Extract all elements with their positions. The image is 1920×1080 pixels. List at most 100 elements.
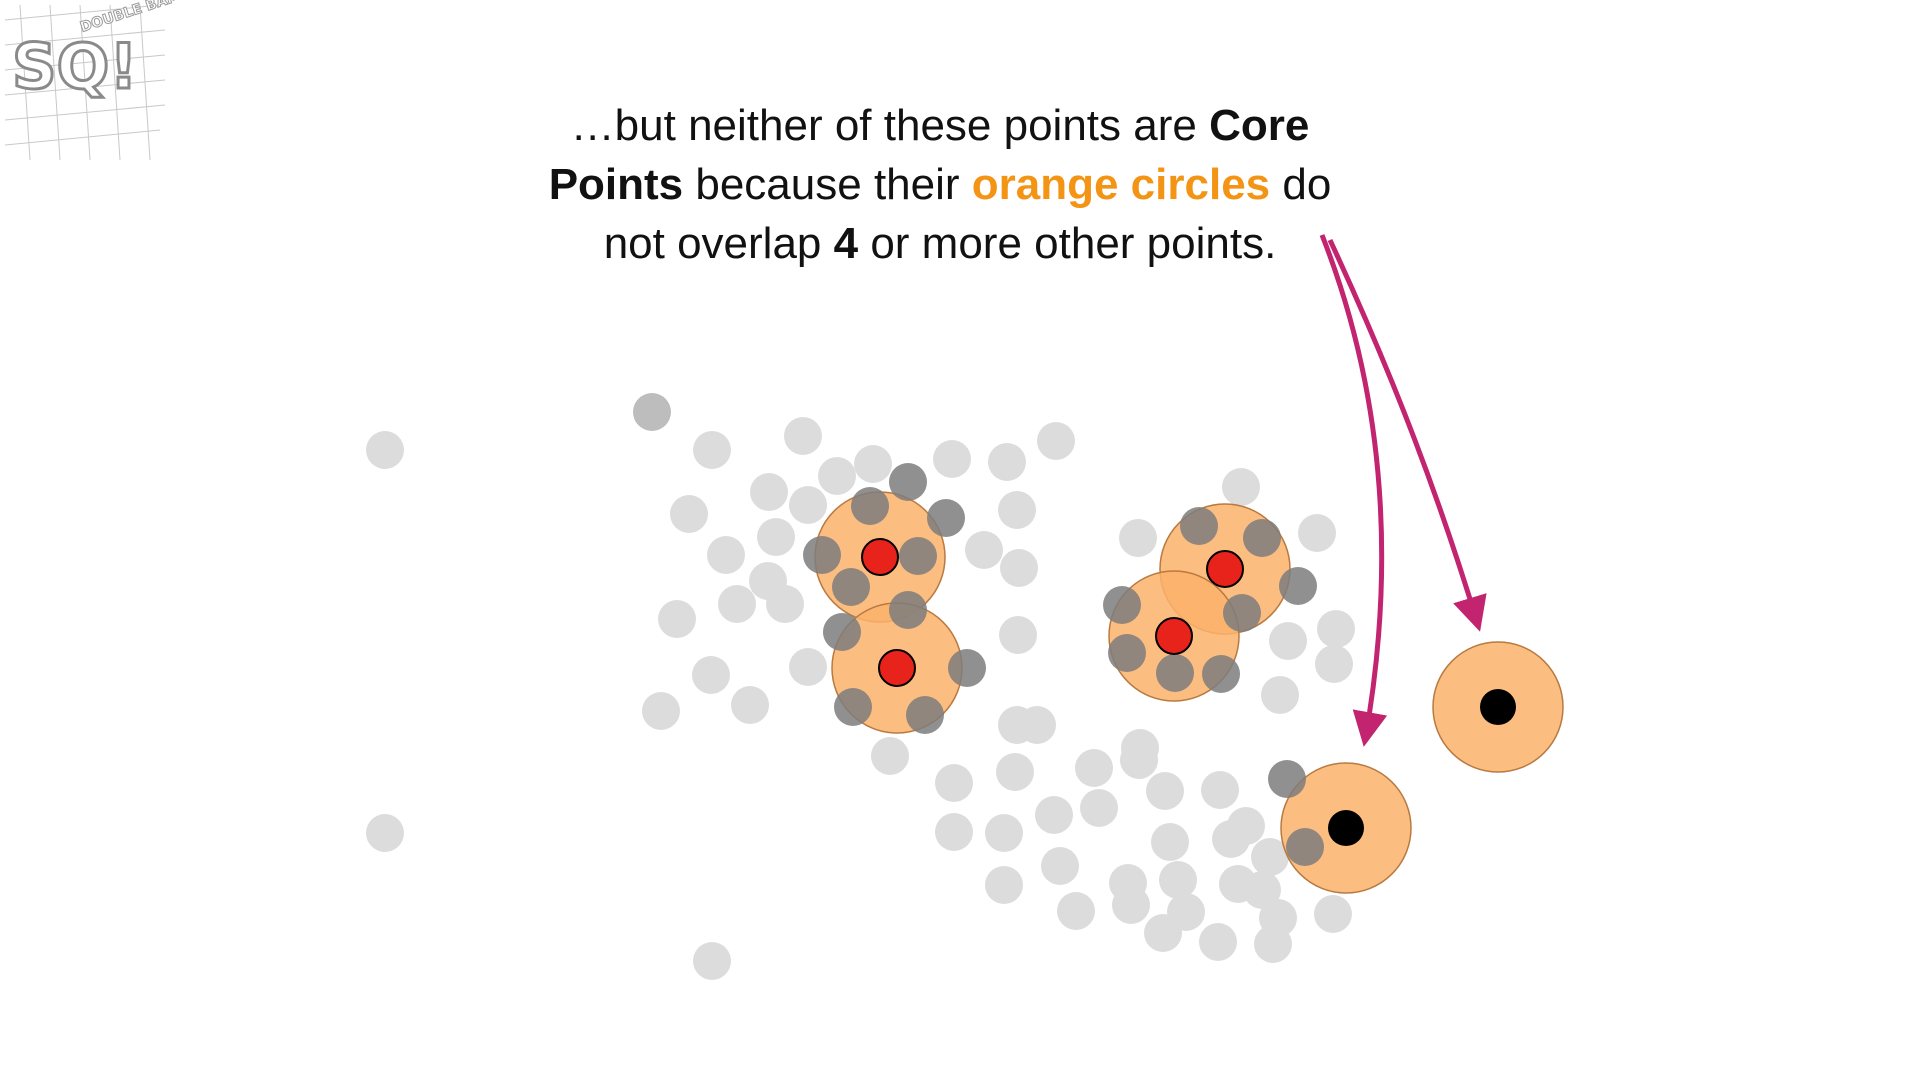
noise-candidate-point [757,518,795,556]
noise-candidate-point [1112,886,1150,924]
neighbor-point [832,568,870,606]
core-point [1155,617,1193,655]
neighbor-point [906,696,944,734]
neighbor-point [1279,567,1317,605]
noise-candidate-point [693,431,731,469]
noise-candidate-point [707,536,745,574]
logo-letters: SQ! [12,30,138,103]
noise-candidate-point [750,473,788,511]
noise-candidate-point [1119,519,1157,557]
noise-candidate-point [1037,422,1075,460]
neighbor-point [1103,586,1141,624]
noise-candidate-point [985,814,1023,852]
noise-candidate-point [1315,645,1353,683]
core-point [861,538,899,576]
noise-candidate-point [1269,622,1307,660]
neighbor-point [1223,594,1261,632]
noise-candidate-point [1018,706,1056,744]
noise-candidate-point [933,440,971,478]
noise-candidate-point [988,443,1026,481]
neighbor-point [1156,654,1194,692]
caption-text: not overlap [603,219,834,268]
noise-candidate-point [1075,749,1113,787]
caption-number-bold: 4 [833,219,859,268]
neighbor-point [1243,519,1281,557]
noise-candidate-point [1080,789,1118,827]
caption-points-bold: Points [548,160,684,209]
arrow-to-right-point [1327,238,1487,632]
caption-text: …but neither of these points are [570,101,1210,150]
caption-orange-circles: orange circles [971,160,1271,209]
neighbor-point [899,537,937,575]
non-core-point [1480,689,1516,725]
noise-candidate-point [985,866,1023,904]
caption-line-2: Points because their orange circles do [440,155,1440,214]
core-point [878,649,916,687]
noise-candidate-point [784,417,822,455]
core-point [1206,550,1244,588]
noise-candidate-point [996,753,1034,791]
caption-line-3: not overlap 4 or more other points. [440,214,1440,273]
noise-candidate-point [1314,895,1352,933]
noise-candidate-point [854,445,892,483]
noise-candidate-point [731,686,769,724]
neighbor-point [823,613,861,651]
noise-candidate-point [965,531,1003,569]
noise-candidate-point [789,486,827,524]
noise-candidate-point [1041,847,1079,885]
neighbor-point [834,688,872,726]
noise-candidate-point [1057,892,1095,930]
noise-candidate-point [670,495,708,533]
neighbor-point [1268,760,1306,798]
noise-candidate-point [1298,514,1336,552]
noise-candidate-point [871,737,909,775]
noise-candidate-point [1120,741,1158,779]
noise-candidate-point [693,942,731,980]
noise-candidate-point [718,585,756,623]
dark-points-layer [803,463,1324,866]
neighbor-point [1180,507,1218,545]
neighbor-point [1202,655,1240,693]
noise-candidate-point [1227,807,1265,845]
noise-candidate-point [935,764,973,802]
noise-candidate-point [1261,676,1299,714]
noise-candidate-point [999,616,1037,654]
neighbor-point [1286,828,1324,866]
noise-candidate-point [935,813,973,851]
logo-grid [4,4,166,161]
caption-text: or more other points. [858,219,1277,268]
noise-candidate-point [1146,772,1184,810]
data-point [633,393,671,431]
noise-candidate-point [998,491,1036,529]
noise-candidate-point [1201,771,1239,809]
noise-candidate-point [1243,871,1281,909]
caption-text: because their [683,160,972,209]
neighbor-point [889,591,927,629]
neighbor-point [948,649,986,687]
neighbor-point [1108,634,1146,672]
noise-candidate-point [366,814,404,852]
noise-candidate-point [692,656,730,694]
noise-candidate-point [366,431,404,469]
caption: …but neither of these points are Core Po… [440,96,1440,273]
noise-candidate-point [1035,796,1073,834]
arrow-to-lower-point [1319,234,1388,747]
noise-candidate-point [1222,468,1260,506]
noise-candidate-point [818,457,856,495]
neighbor-point [803,536,841,574]
noise-candidate-point [1254,925,1292,963]
neighbor-point [851,487,889,525]
caption-text: do [1270,160,1332,209]
noise-candidate-point [766,585,804,623]
noise-candidate-point [658,600,696,638]
arrows-layer [1319,234,1487,747]
noise-candidate-point [789,648,827,686]
light-points-layer [366,393,1355,980]
noise-candidate-point [1159,861,1197,899]
noise-candidate-point [1199,923,1237,961]
center-points-layer [861,538,1516,846]
noise-candidate-point [1144,914,1182,952]
caption-line-1: …but neither of these points are Core [440,96,1440,155]
noise-candidate-point [1000,549,1038,587]
